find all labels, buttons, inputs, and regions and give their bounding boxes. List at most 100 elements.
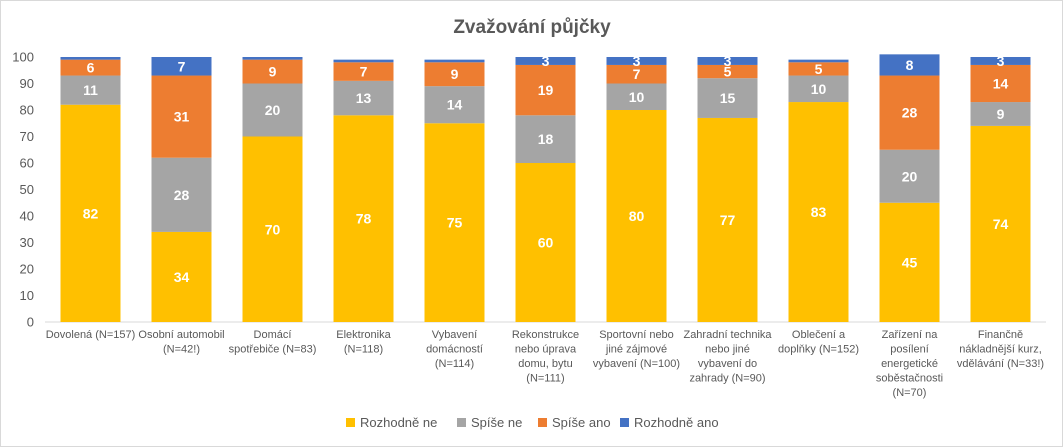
bar-segment xyxy=(151,57,212,76)
legend: Rozhodně ne Spíše ne Spíše ano Rozhodně ano xyxy=(346,415,719,430)
bar-segment xyxy=(697,64,758,79)
category-label: vybavení do xyxy=(698,358,757,370)
category-label: jiné zájmové xyxy=(605,344,667,356)
category-label: doplňky (N=152) xyxy=(778,344,859,356)
category-label: Zařízení na xyxy=(882,329,939,341)
bar-segment xyxy=(788,75,849,103)
category-label: Oblečení a xyxy=(792,329,846,341)
data-label: 11 xyxy=(83,82,98,98)
y-tick-label: 60 xyxy=(20,156,34,171)
category-label: soběstačnosti xyxy=(876,373,943,385)
data-label: 7 xyxy=(360,64,368,80)
category-label: Zahradní technika xyxy=(683,329,772,341)
bar-segment xyxy=(60,57,121,60)
bar-segment xyxy=(424,123,485,322)
data-label: 7 xyxy=(633,66,641,82)
bar-segment xyxy=(788,59,849,63)
data-label: 9 xyxy=(997,106,1005,122)
data-label: 14 xyxy=(447,97,463,113)
x-axis-labels: Dovolená (N=157) Osobní automobil (N=42!) D… xyxy=(46,329,1044,399)
bar-segment xyxy=(970,125,1031,323)
category-label: Finančně xyxy=(978,329,1023,341)
data-label: 34 xyxy=(174,269,190,285)
data-label: 80 xyxy=(629,208,645,224)
bars-layer: 8211634283177020978137751496018193801073… xyxy=(60,53,1031,323)
data-label: 31 xyxy=(174,109,190,125)
data-label: 3 xyxy=(724,53,732,69)
data-label: 20 xyxy=(902,168,918,184)
category-label: Vybavení xyxy=(432,329,477,341)
category-label: nebo úprava xyxy=(515,344,577,356)
bar-segment xyxy=(333,80,394,116)
y-tick-label: 40 xyxy=(20,209,34,224)
bar-segment xyxy=(333,59,394,63)
data-label: 13 xyxy=(356,90,372,106)
category-label: domácností xyxy=(426,344,483,356)
data-label: 45 xyxy=(902,254,918,270)
bar-segment xyxy=(970,64,1031,103)
y-tick-label: 10 xyxy=(20,288,34,303)
category-label: Elektronika xyxy=(336,329,391,341)
category-label: (N=111) xyxy=(526,373,564,385)
bar-segment xyxy=(151,157,212,232)
bar-segment xyxy=(333,115,394,322)
chart-title: Zvažování půjčky xyxy=(453,17,611,38)
bar-segment xyxy=(242,136,303,322)
data-label: 3 xyxy=(542,53,550,69)
legend-label: Rozhodně ne xyxy=(360,415,437,430)
data-label: 6 xyxy=(87,60,95,76)
y-tick-label: 30 xyxy=(20,235,34,250)
bar-segment xyxy=(879,54,940,76)
data-label: 77 xyxy=(720,212,736,228)
bar-segment xyxy=(606,64,667,84)
category-label: (N=118) xyxy=(344,344,383,356)
category-label: nebo jiné xyxy=(705,344,750,356)
legend-label: Rozhodně ano xyxy=(634,415,719,430)
bar-segment xyxy=(60,59,121,76)
bar-segment xyxy=(60,104,121,322)
category-label: posílení xyxy=(890,344,929,356)
bar-segment xyxy=(424,59,485,63)
bar-segment xyxy=(879,149,940,203)
bar-segment xyxy=(788,102,849,322)
category-label: Dovolená (N=157) xyxy=(46,329,136,341)
category-label: vdělávání (N=33!) xyxy=(957,358,1044,370)
data-label: 28 xyxy=(174,187,190,203)
bar-segment xyxy=(606,57,667,65)
data-label: 9 xyxy=(451,66,459,82)
data-label: 82 xyxy=(83,205,99,221)
bar-segment xyxy=(970,57,1031,65)
y-tick-label: 90 xyxy=(20,76,34,91)
bar-segment xyxy=(606,110,667,322)
bar-segment xyxy=(424,86,485,124)
bar-segment xyxy=(515,64,576,116)
category-label: domu, bytu xyxy=(518,358,572,370)
data-label: 10 xyxy=(811,81,827,97)
data-label: 3 xyxy=(633,53,641,69)
data-label: 15 xyxy=(720,90,736,106)
bar-segment xyxy=(697,78,758,118)
data-label: 18 xyxy=(538,131,554,147)
category-label: nákladnější kurz, xyxy=(959,344,1042,356)
bar-segment xyxy=(879,202,940,322)
data-label: 78 xyxy=(356,211,372,227)
category-label: spotřebiče (N=83) xyxy=(229,344,317,356)
bar-segment xyxy=(60,75,121,105)
bar-segment xyxy=(788,62,849,76)
legend-swatch xyxy=(457,418,466,427)
bar-segment xyxy=(151,75,212,158)
category-label: Domácí xyxy=(254,329,292,341)
bar-segment xyxy=(697,57,758,65)
data-label: 83 xyxy=(811,204,827,220)
bar-segment xyxy=(242,57,303,60)
bar-segment xyxy=(515,163,576,322)
data-label: 28 xyxy=(902,105,918,121)
data-label: 70 xyxy=(265,221,281,237)
y-tick-label: 70 xyxy=(20,129,34,144)
category-label: (N=42!) xyxy=(163,344,200,356)
category-label: zahrady (N=90) xyxy=(689,373,765,385)
category-label: (N=70) xyxy=(893,387,927,399)
bar-segment xyxy=(151,231,212,322)
bar-segment xyxy=(970,102,1031,126)
